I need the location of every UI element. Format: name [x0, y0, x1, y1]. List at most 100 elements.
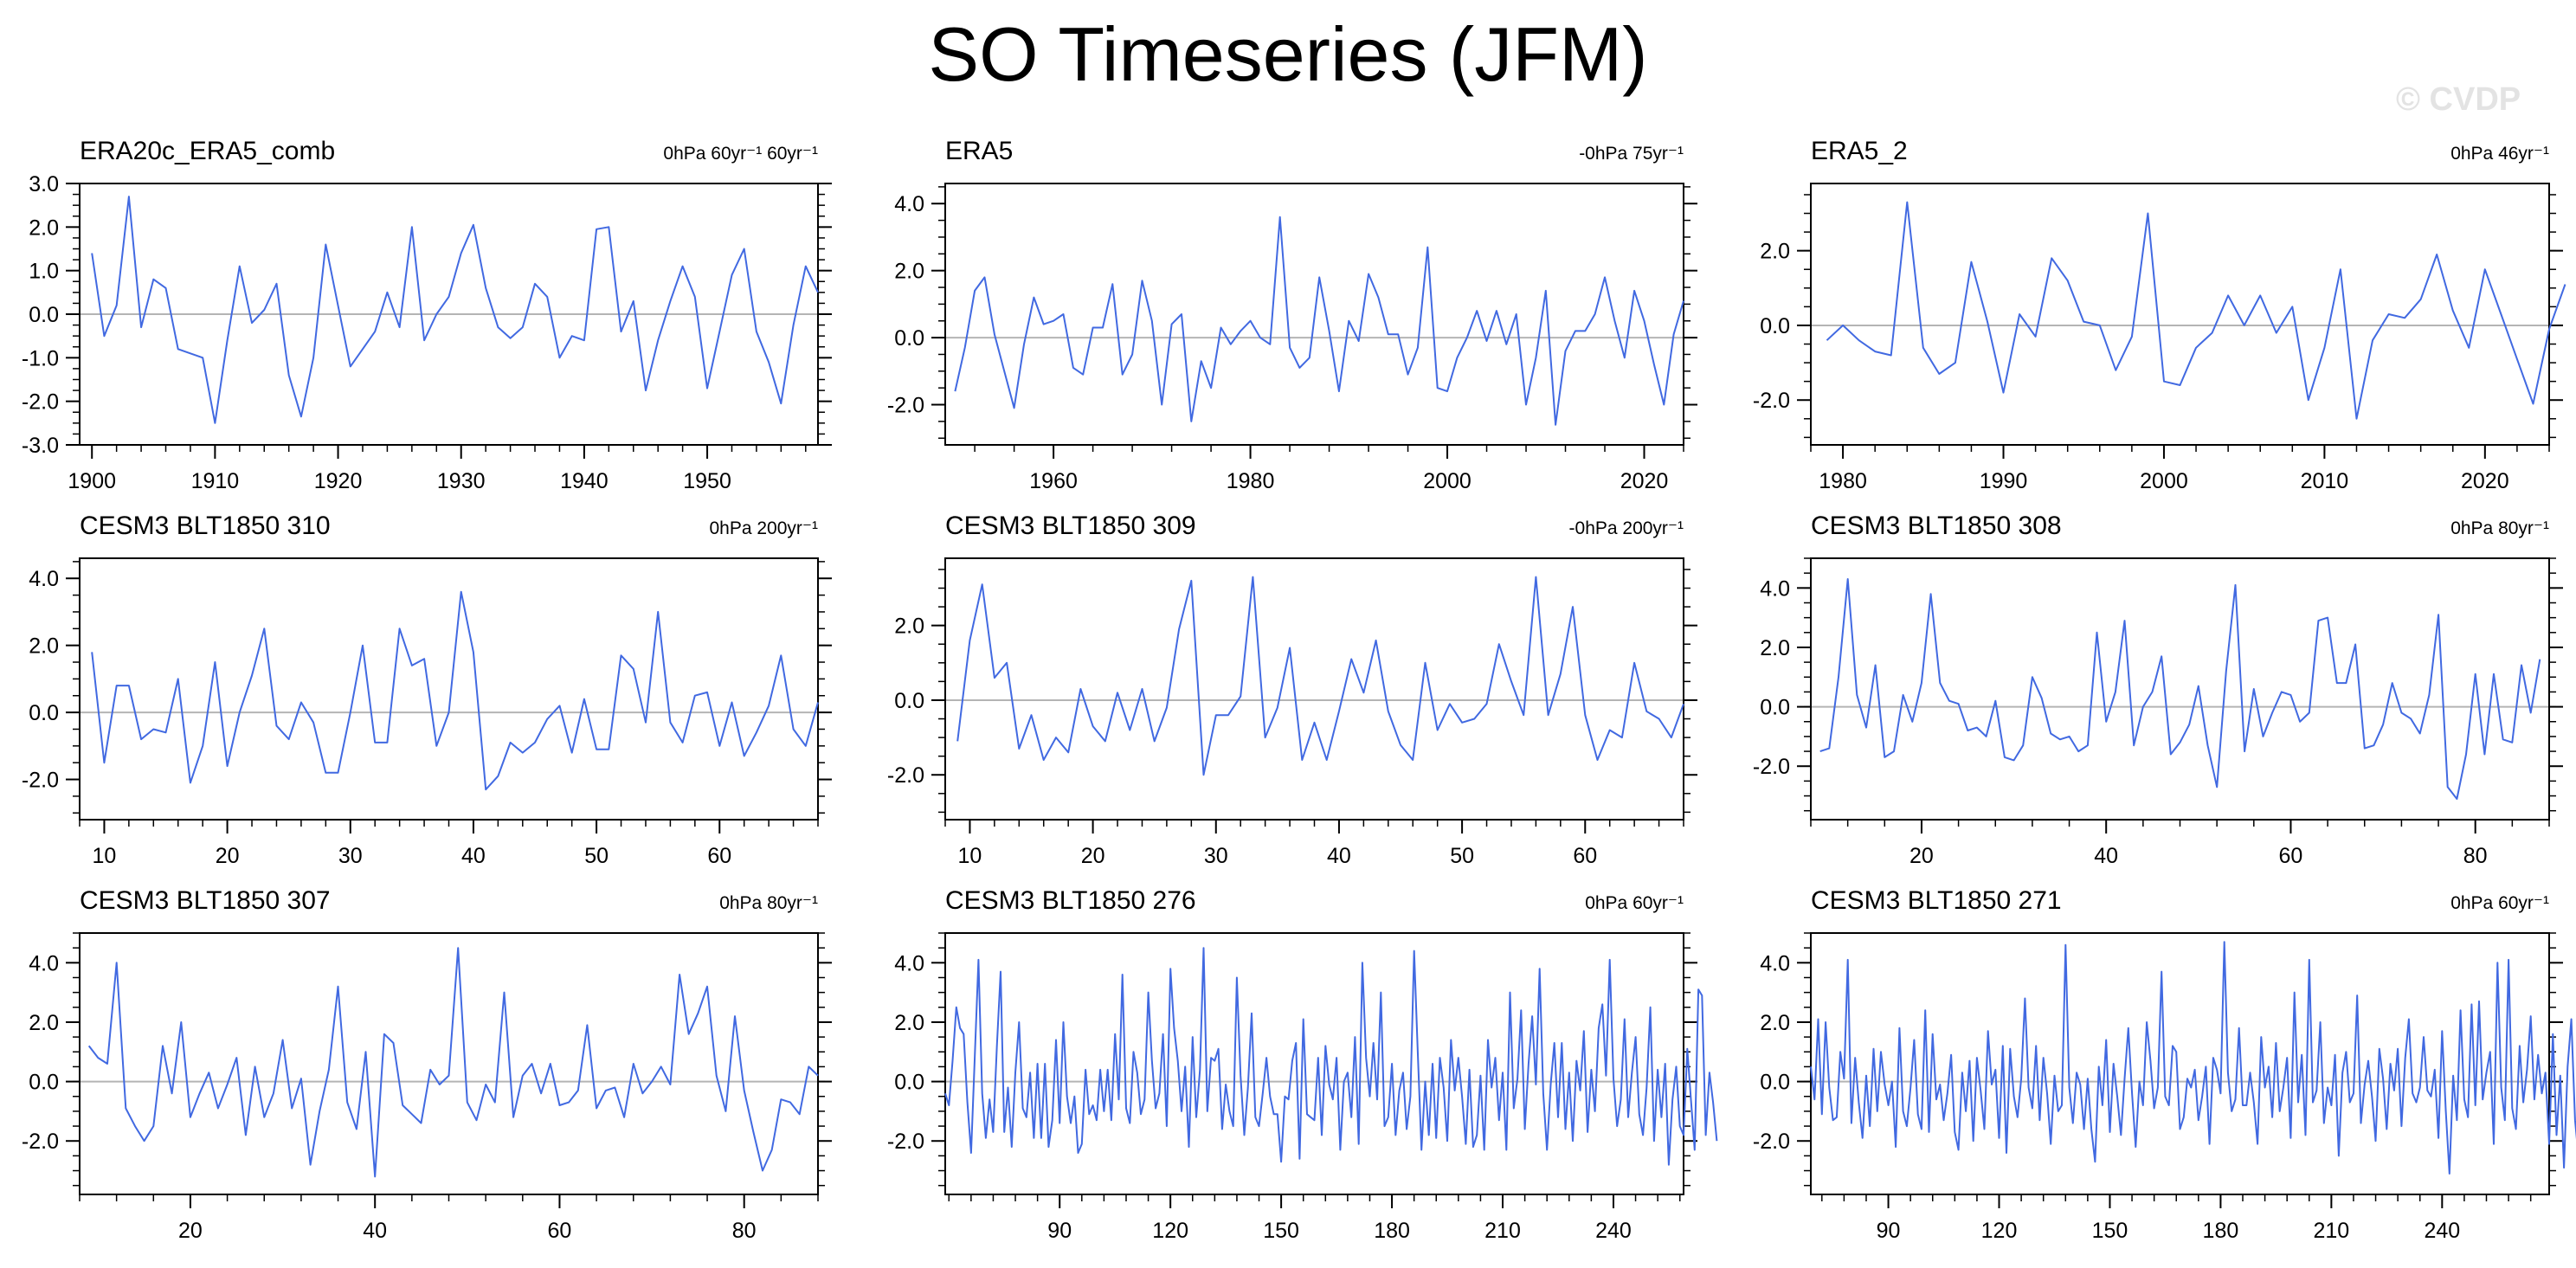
- panel-title: CESM3 BLT1850 309: [945, 512, 1196, 540]
- x-tick-label: 20: [1909, 844, 1934, 868]
- y-tick-label: 2.0: [894, 1011, 924, 1035]
- x-tick-label: 60: [2279, 844, 2303, 868]
- x-tick-label: 30: [338, 844, 363, 868]
- x-tick-label: 1980: [1227, 469, 1275, 493]
- x-tick-label: 40: [2094, 844, 2118, 868]
- y-tick-label: -2.0: [887, 394, 924, 418]
- chart-panel: CESM3 BLT1850 276 0hPa 60yr⁻¹ 4.0 2.0 0.0 -2.…: [887, 886, 1718, 1243]
- y-tick-label: 0.0: [29, 303, 59, 327]
- y-tick-label: 0.0: [894, 689, 924, 713]
- page-title: SO Timeseries (JFM): [928, 11, 1648, 97]
- x-tick-label: 10: [93, 844, 117, 868]
- y-tick-label: 0.0: [29, 701, 59, 725]
- x-tick-label: 90: [1877, 1219, 1901, 1243]
- plot-frame: [944, 932, 1684, 1195]
- plot-frame: [1810, 183, 2550, 446]
- x-tick-label: 1950: [683, 469, 731, 493]
- y-tick-label: 2.0: [1760, 636, 1790, 660]
- y-tick-label: 4.0: [1760, 576, 1790, 601]
- x-tick-label: 20: [216, 844, 240, 868]
- series-line: [1826, 201, 2566, 420]
- panel-title: ERA5_2: [1811, 137, 1908, 165]
- x-tick-label: 1930: [437, 469, 486, 493]
- y-tick-label: 0.0: [894, 326, 924, 351]
- panel-title: ERA5: [945, 137, 1013, 165]
- y-tick-label: 4.0: [1760, 951, 1790, 975]
- x-tick-label: 80: [2463, 844, 2488, 868]
- x-tick-label: 80: [732, 1219, 757, 1243]
- x-tick-label: 40: [461, 844, 486, 868]
- y-tick-label: 0.0: [29, 1071, 59, 1095]
- trend-label: 0hPa 60yr⁻¹ 60yr⁻¹: [663, 144, 818, 164]
- y-tick-label: 4.0: [29, 567, 59, 591]
- series-line: [944, 947, 1718, 1166]
- y-tick-label: -2.0: [22, 390, 59, 415]
- x-tick-label: 20: [1081, 844, 1105, 868]
- x-tick-label: 1900: [68, 469, 116, 493]
- trend-label: 0hPa 60yr⁻¹: [2450, 893, 2549, 913]
- trend-label: -0hPa 200yr⁻¹: [1569, 518, 1684, 538]
- panel-title: CESM3 BLT1850 310: [80, 512, 331, 540]
- trend-label: 0hPa 60yr⁻¹: [1585, 893, 1684, 913]
- x-tick-label: 180: [1374, 1219, 1410, 1243]
- y-tick-label: 2.0: [29, 1011, 59, 1035]
- x-tick-label: 1910: [191, 469, 240, 493]
- x-tick-label: 120: [1981, 1219, 2018, 1243]
- x-tick-label: 2020: [1620, 469, 1669, 493]
- panel-title: CESM3 BLT1850 307: [80, 886, 331, 915]
- panel-title: ERA20c_ERA5_comb: [80, 137, 335, 165]
- chart-panel: ERA20c_ERA5_comb 0hPa 60yr⁻¹ 60yr⁻¹ 3.0 2.0…: [22, 137, 832, 493]
- x-tick-label: 1980: [1819, 469, 1867, 493]
- plot-frame: [944, 183, 1684, 446]
- chart-panel: CESM3 BLT1850 307 0hPa 80yr⁻¹ 4.0 2.0 0.0 -2.…: [22, 886, 832, 1243]
- series-line: [91, 590, 819, 791]
- series-line: [1819, 578, 2541, 800]
- x-tick-label: 1940: [560, 469, 609, 493]
- x-tick-label: 30: [1204, 844, 1228, 868]
- y-tick-label: 2.0: [894, 615, 924, 639]
- chart-panel: CESM3 BLT1850 308 0hPa 80yr⁻¹ 4.0 2.0 0.0 -2.…: [1753, 512, 2563, 868]
- y-tick-label: -2.0: [1753, 1130, 1790, 1154]
- trend-label: -0hPa 75yr⁻¹: [1579, 144, 1684, 164]
- x-tick-label: 40: [1327, 844, 1351, 868]
- y-tick-label: -2.0: [22, 1130, 59, 1154]
- y-tick-label: -2.0: [1753, 389, 1790, 413]
- x-tick-label: 210: [2314, 1219, 2350, 1243]
- x-tick-label: 240: [2424, 1219, 2460, 1243]
- panel-title: CESM3 BLT1850 276: [945, 886, 1196, 915]
- x-tick-label: 240: [1595, 1219, 1632, 1243]
- y-tick-label: 2.0: [29, 216, 59, 240]
- trend-label: 0hPa 80yr⁻¹: [2450, 518, 2549, 538]
- y-tick-label: 4.0: [894, 192, 924, 216]
- plot-frame: [944, 557, 1684, 821]
- chart-panel: ERA5_2 0hPa 46yr⁻¹ 2.0 0.0 -2.0 1980 1990 2000 2…: [1753, 137, 2566, 493]
- x-tick-label: 150: [1263, 1219, 1299, 1243]
- panel-title: CESM3 BLT1850 271: [1811, 886, 2062, 915]
- x-tick-label: 1920: [314, 469, 363, 493]
- watermark: © CVDP: [2396, 81, 2521, 118]
- x-tick-label: 210: [1484, 1219, 1521, 1243]
- chart-panel: CESM3 BLT1850 309 -0hPa 200yr⁻¹ 2.0 0.0 -2.0…: [887, 512, 1697, 868]
- x-tick-label: 10: [958, 844, 982, 868]
- y-tick-label: 0.0: [1760, 314, 1790, 338]
- x-tick-label: 2020: [2461, 469, 2509, 493]
- y-tick-label: -3.0: [22, 434, 59, 458]
- chart-panel: CESM3 BLT1850 271 0hPa 60yr⁻¹ 4.0 2.0 0.0 -2.…: [1753, 886, 2576, 1243]
- series-line: [956, 576, 1684, 776]
- y-tick-label: -2.0: [887, 1130, 924, 1154]
- y-tick-label: 4.0: [894, 951, 924, 975]
- x-tick-label: 2000: [1423, 469, 1472, 493]
- y-tick-label: 1.0: [29, 260, 59, 284]
- trend-label: 0hPa 46yr⁻¹: [2450, 144, 2549, 164]
- y-tick-label: -2.0: [1753, 755, 1790, 779]
- y-tick-label: 2.0: [29, 634, 59, 659]
- y-tick-label: 0.0: [1760, 1071, 1790, 1095]
- plot-frame: [1810, 557, 2550, 821]
- x-tick-label: 50: [584, 844, 609, 868]
- trend-label: 0hPa 80yr⁻¹: [719, 893, 818, 913]
- y-tick-label: 2.0: [1760, 1011, 1790, 1035]
- x-tick-label: 50: [1450, 844, 1474, 868]
- plot-frame: [1810, 932, 2550, 1195]
- y-tick-label: -1.0: [22, 346, 59, 370]
